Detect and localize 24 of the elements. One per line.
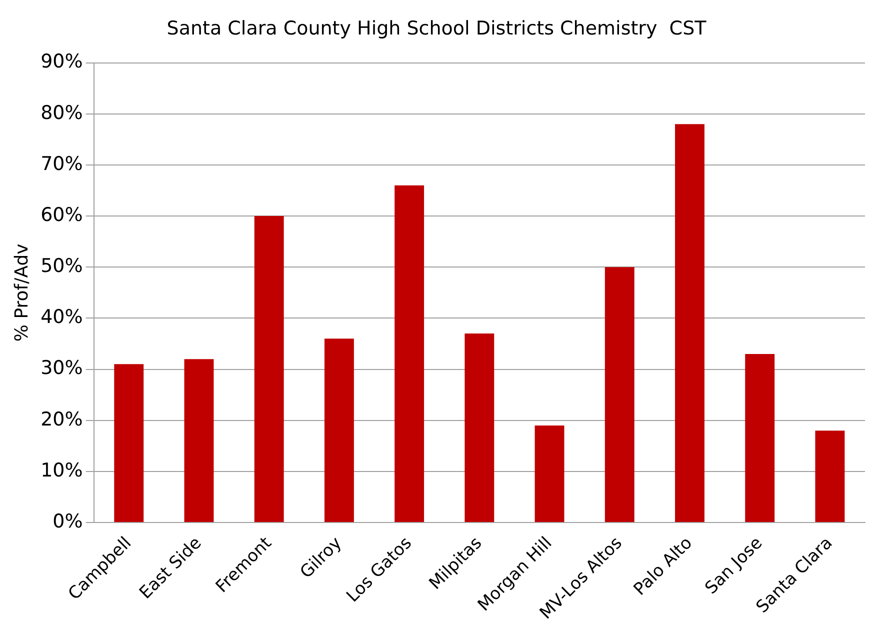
chart-title: Santa Clara County High School Districts Chemistry CST	[166, 17, 707, 40]
y-tick-label: 0%	[52, 510, 83, 532]
x-tick-label: Palo Alto	[630, 533, 696, 600]
bar	[745, 354, 775, 522]
bar	[254, 216, 284, 522]
bar	[324, 338, 354, 522]
y-tick-label: 70%	[40, 152, 83, 175]
bar	[114, 364, 144, 522]
bar	[464, 334, 494, 522]
bar	[534, 425, 564, 522]
bar	[815, 430, 845, 522]
bar	[184, 359, 214, 522]
y-tick-label: 30%	[40, 357, 83, 380]
y-tick-label: 50%	[40, 255, 83, 278]
y-axis-title: % Prof/Adv	[11, 243, 32, 342]
y-tick-label: 60%	[40, 204, 83, 226]
y-tick-label: 20%	[40, 408, 83, 430]
bar	[604, 267, 634, 522]
y-tick-label: 40%	[40, 306, 83, 328]
y-tick-label: 10%	[40, 459, 83, 482]
y-tick-label: 90%	[40, 50, 83, 73]
y-tick-label: 80%	[40, 102, 83, 124]
bar	[394, 185, 424, 522]
bar	[675, 124, 704, 522]
